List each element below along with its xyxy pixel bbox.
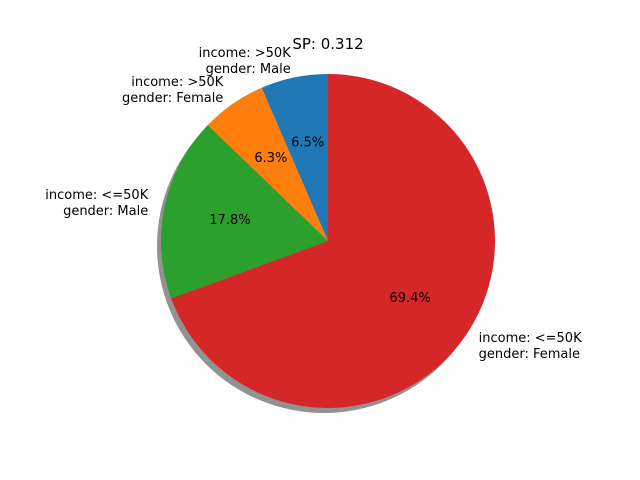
- pie-slice-category-label: income: >50K gender: Female: [122, 75, 224, 106]
- pie-slice-label-income: income: >50K: [131, 75, 224, 90]
- pie-percent-labels: 6.5% 6.3% 17.8% 69.4%: [209, 135, 431, 305]
- pie-slice-category-label: income: >50K gender: Male: [199, 46, 292, 77]
- pie-slice-category-label: income: <=50K gender: Male: [45, 188, 148, 219]
- pie-slice-percent-label: 17.8%: [209, 213, 250, 228]
- pie-slice-label-income: income: >50K: [199, 46, 292, 61]
- pie-slice-label-income: income: <=50K: [479, 331, 582, 346]
- pie-slice-3: [161, 125, 328, 299]
- pie-slice-percent-label: 6.5%: [291, 135, 324, 150]
- pie-slice-label-income: income: <=50K: [45, 188, 148, 203]
- chart-title: SP: 0.312: [292, 35, 363, 53]
- pie-slice-4: [171, 74, 496, 408]
- pie-slice-percent-label: 6.3%: [254, 151, 287, 166]
- pie-slice-1: [261, 74, 328, 241]
- pie-slice-percent-label: 69.4%: [390, 291, 431, 306]
- pie-slice-category-label: income: <=50K gender: Female: [479, 331, 582, 362]
- pie-slice-label-gender: gender: Female: [479, 347, 580, 362]
- pie-slice-label-gender: gender: Male: [63, 204, 148, 219]
- pie-slice-label-gender: gender: Female: [122, 91, 223, 106]
- pie-slices: [161, 74, 496, 408]
- pie-slice-label-gender: gender: Male: [206, 62, 291, 77]
- pie-slice-2: [207, 87, 328, 241]
